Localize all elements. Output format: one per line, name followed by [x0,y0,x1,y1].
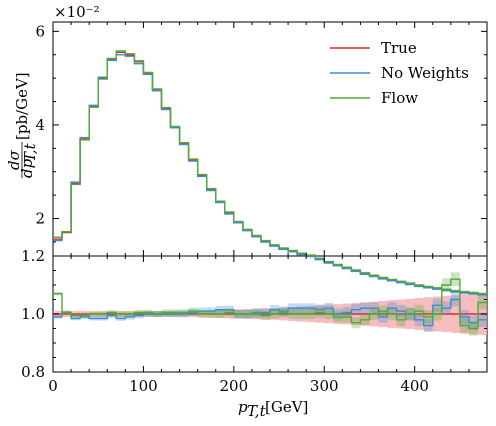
shared-y-tick-label: 1.2 [21,247,45,265]
scale-factor-label: ×10⁻² [54,3,100,21]
legend-label-flow: Flow [381,89,418,107]
top-y-tick-label: 2 [35,210,45,228]
x-tick-label: 200 [220,377,249,395]
top-panel-frame [52,21,488,257]
y-label-unit: [pb/GeV] [13,72,31,140]
x-axis-label-sub: T,t [247,402,267,420]
x-tick-label: 100 [129,377,158,395]
y-label-frac-sub: T,t [21,142,39,162]
x-tick-label: 0 [48,377,58,395]
y-label-frac-den: dp [18,158,36,178]
ratio-series-layer [53,272,487,336]
ratio-y-tick-label: 1.0 [21,305,45,323]
x-axis-label-unit: [GeV] [265,398,308,416]
tick-layer: 0 100 200 300 400 2 4 6 1.2 0.8 1.0 [21,22,487,395]
x-tick-label: 300 [310,377,339,395]
top-y-tick-label: 6 [35,22,45,40]
top-series-layer [53,50,487,296]
ratio-series-flow [53,278,487,330]
y-label-frac-num: dσ [5,149,23,170]
legend-label-no-weights: No Weights [381,64,469,82]
legend-label-true: True [381,39,417,57]
ratio-y-tick-label: 0.8 [21,363,45,381]
x-tick-label: 400 [400,377,429,395]
legend: True No Weights Flow [330,39,469,107]
top-series-flow [53,50,487,295]
ratio-series-no-weights [53,298,487,327]
x-axis-label-var: p [238,398,248,416]
top-y-tick-label: 4 [35,116,45,134]
y-axis-label: [pb/GeV] dσ dp T,t [5,72,39,178]
